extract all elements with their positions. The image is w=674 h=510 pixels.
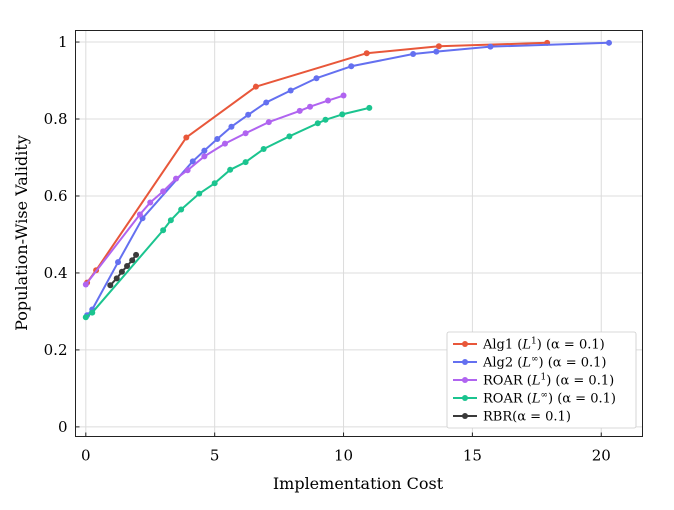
x-tick-label-0: 0 [81, 447, 91, 465]
y-tick-label-1: 0.2 [44, 341, 68, 359]
x-tick-label-3: 15 [463, 447, 482, 465]
data-point-1-9 [263, 99, 270, 106]
data-point-3-1 [89, 309, 96, 316]
data-point-2-2 [147, 199, 154, 206]
data-point-2-13 [340, 92, 347, 99]
data-point-2-6 [201, 153, 208, 160]
data-point-4-0 [107, 282, 114, 289]
data-point-2-1 [136, 211, 143, 218]
data-point-0-5 [435, 43, 442, 50]
data-point-1-6 [214, 136, 221, 143]
data-point-3-11 [314, 120, 321, 127]
data-point-2-8 [242, 130, 249, 137]
x-axis-ticks: 0 5 10 15 20 [81, 432, 611, 465]
data-point-2-4 [173, 175, 180, 182]
data-point-0-4 [363, 50, 370, 57]
series-line-3 [84, 106, 371, 319]
data-point-1-12 [348, 63, 355, 70]
legend-label-0: Alg1 (L1) (α = 0.1) [482, 337, 605, 353]
series-group [82, 39, 612, 321]
data-point-2-3 [160, 188, 167, 195]
x-tick-label-4: 20 [592, 447, 611, 465]
data-point-2-11 [307, 103, 314, 110]
series-3 [82, 104, 373, 321]
data-point-1-10 [287, 87, 294, 94]
data-point-3-2 [160, 227, 167, 234]
data-point-2-12 [325, 97, 332, 104]
data-point-3-7 [227, 166, 234, 173]
data-point-4-2 [118, 268, 125, 275]
data-point-1-11 [313, 75, 320, 82]
data-point-4-5 [133, 251, 140, 258]
plot-frame [75, 30, 643, 437]
y-tick-label-4: 0.8 [44, 110, 68, 128]
legend: Alg1 (L1) (α = 0.1) Alg2 (L∞) (α = 0.1) RO… [446, 331, 637, 429]
legend-swatch-marker-2 [462, 377, 468, 383]
data-point-1-13 [410, 50, 417, 57]
data-point-1-16 [605, 39, 612, 46]
data-point-2-0 [82, 281, 89, 288]
legend-swatch-marker-1 [462, 359, 468, 365]
data-point-1-2 [115, 259, 122, 266]
data-point-3-13 [339, 111, 346, 118]
data-point-3-8 [242, 159, 249, 166]
data-point-3-6 [211, 180, 218, 187]
legend-label-1: Alg2 (L∞) (α = 0.1) [482, 355, 606, 371]
y-tick-label-3: 0.6 [44, 187, 68, 205]
data-point-4-3 [124, 263, 131, 270]
data-point-4-1 [113, 275, 120, 282]
legend-label-4: RBR(α = 0.1) [483, 410, 571, 425]
data-point-0-2 [183, 134, 190, 141]
data-point-3-5 [196, 190, 203, 197]
series-line-1 [86, 41, 610, 317]
data-point-3-3 [167, 217, 174, 224]
data-point-1-15 [487, 43, 494, 50]
legend-box [446, 331, 637, 429]
legend-swatch-marker-3 [462, 395, 468, 401]
data-point-1-5 [201, 147, 208, 154]
data-point-2-5 [184, 167, 191, 174]
y-tick-label-0: 0 [58, 418, 68, 436]
y-tick-label-2: 0.4 [44, 264, 68, 282]
data-point-2-7 [221, 140, 228, 147]
x-tick-label-2: 10 [334, 447, 353, 465]
data-point-1-8 [245, 111, 252, 118]
series-4 [107, 251, 140, 289]
y-tick-label-5: 1 [58, 33, 68, 51]
data-point-4-4 [129, 257, 136, 264]
data-point-2-10 [296, 107, 303, 114]
data-point-2-9 [265, 119, 272, 126]
series-1 [84, 39, 612, 319]
y-axis-label: Population-Wise Validity [12, 135, 31, 331]
data-point-3-14 [366, 104, 373, 111]
legend-swatch-marker-0 [462, 341, 468, 347]
legend-label-2: ROAR (L1) (α = 0.1) [483, 373, 614, 389]
data-point-3-9 [260, 146, 267, 153]
data-point-1-14 [433, 48, 440, 55]
data-point-3-12 [322, 116, 329, 123]
y-axis-ticks: 0 0.2 0.4 0.6 0.8 1 [44, 33, 80, 436]
data-point-1-7 [228, 123, 235, 130]
legend-swatch-marker-4 [462, 413, 468, 419]
data-point-0-3 [252, 83, 259, 90]
legend-label-3: ROAR (L∞) (α = 0.1) [483, 391, 616, 407]
data-point-3-0 [82, 314, 89, 321]
data-point-3-10 [286, 133, 293, 140]
series-2 [82, 92, 347, 288]
data-point-1-4 [189, 158, 196, 165]
x-tick-label-1: 5 [210, 447, 220, 465]
data-point-3-4 [178, 206, 185, 213]
x-axis-label: Implementation Cost [273, 474, 444, 493]
